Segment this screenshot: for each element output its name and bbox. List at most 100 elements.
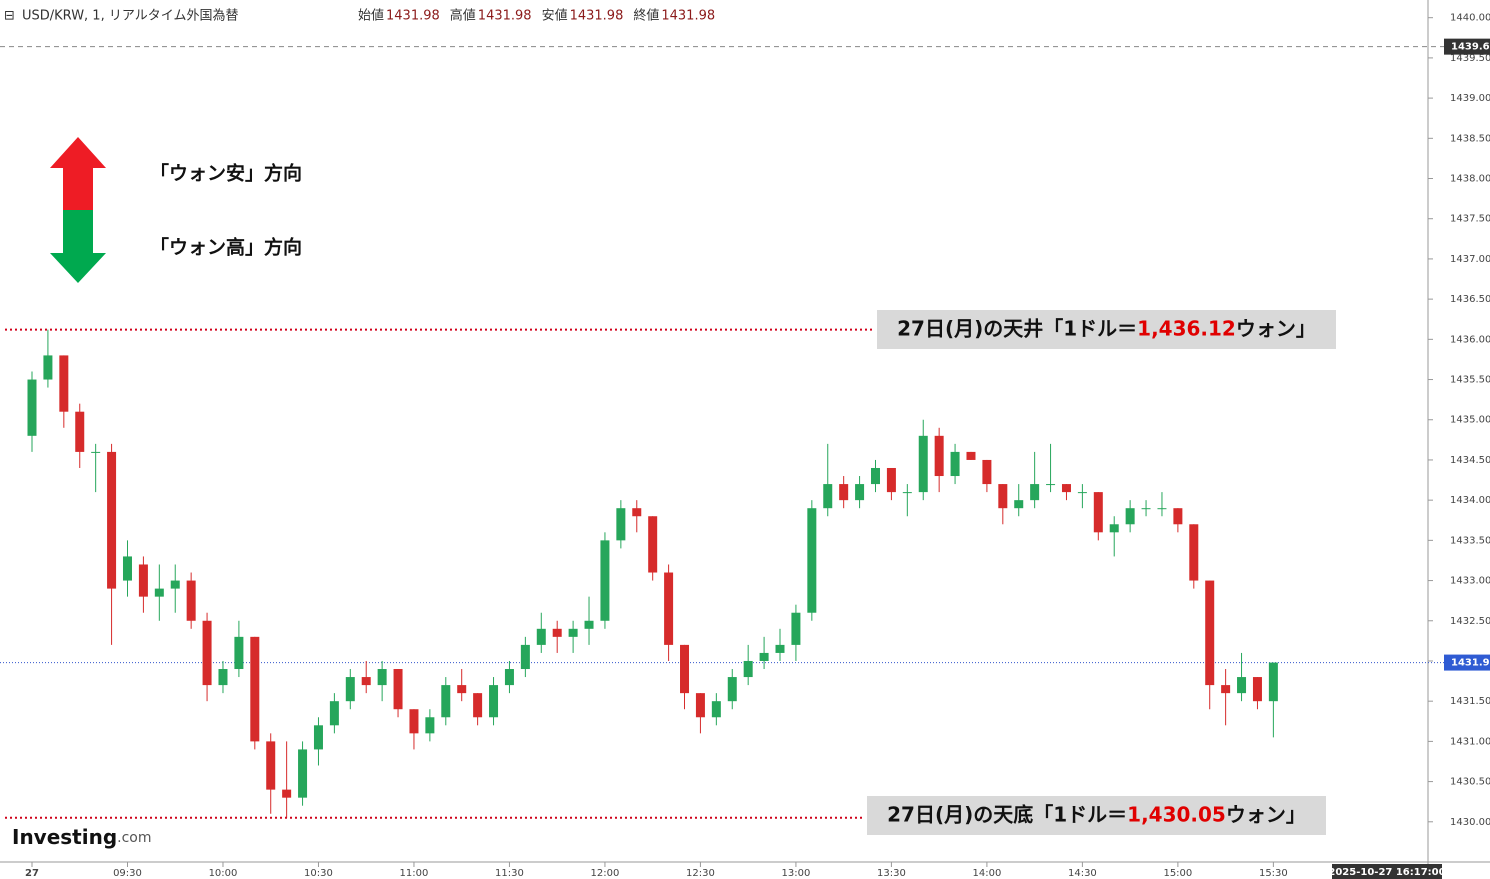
timestamp-box	[1332, 864, 1442, 879]
annotation-text: 27日(月)の天井「1ドル＝	[897, 316, 1137, 340]
candle-body	[266, 741, 276, 790]
header-label: 始値	[358, 8, 384, 24]
candle-body	[966, 451, 976, 460]
candle-body	[616, 508, 626, 541]
candle-body	[1189, 524, 1199, 581]
candle-body	[409, 709, 419, 734]
x-tick-label: 14:00	[972, 868, 1001, 879]
candle-body	[298, 749, 308, 798]
candle-body	[711, 701, 721, 718]
candle-body	[313, 725, 323, 750]
candle-body	[791, 612, 801, 645]
x-tick-label: 13:00	[782, 868, 811, 879]
y-tick-label: 1438.00	[1450, 174, 1490, 185]
y-tick-label: 1437.50	[1450, 214, 1490, 225]
y-tick-label: 1434.50	[1450, 455, 1490, 466]
y-tick-label: 1433.00	[1450, 576, 1490, 587]
candle-body	[743, 660, 753, 678]
candle-body	[870, 467, 880, 485]
y-tick-label: 1431.50	[1450, 696, 1490, 707]
header-value: 1431.98	[478, 9, 532, 24]
candle-body	[695, 693, 705, 718]
candle-body	[536, 628, 546, 645]
chart-title: USD/KRW, 1, リアルタイム外国為替	[22, 8, 238, 24]
candle-body	[1077, 492, 1087, 494]
candle-body	[329, 701, 339, 726]
candle-body	[1173, 508, 1183, 525]
candle-body	[950, 451, 960, 477]
candle-body	[59, 355, 69, 412]
candle-body	[664, 572, 674, 645]
candle-body	[1141, 508, 1151, 510]
logo-suffix: .com	[117, 830, 151, 846]
candle-body	[457, 685, 467, 694]
candle-body	[902, 492, 912, 494]
y-tick-label: 1434.00	[1450, 495, 1490, 506]
candle-body	[759, 652, 769, 661]
candle-body	[186, 580, 196, 621]
y-tick-label: 1439.50	[1450, 53, 1490, 64]
candle-body	[1268, 662, 1278, 702]
x-tick-label: 12:00	[591, 868, 620, 879]
candle-body	[886, 467, 896, 493]
candle-body	[823, 484, 833, 509]
timestamp: 2025-10-27 16:17:00	[1328, 867, 1445, 878]
header-label: 高値	[450, 8, 476, 24]
annotation: 27日(月)の天井「1ドル＝1,436.12ウォン」	[897, 316, 1316, 340]
logo-name: Investing	[12, 825, 117, 849]
candle-body	[1252, 677, 1262, 702]
candle-body	[425, 717, 435, 734]
header-value: 1431.98	[661, 9, 715, 24]
y-tick-label: 1436.00	[1450, 334, 1490, 345]
y-tick-label: 1433.50	[1450, 535, 1490, 546]
header-icon: ⊟	[4, 9, 15, 24]
candle-body	[1061, 484, 1071, 493]
candle-body	[393, 669, 403, 710]
legend-up: 「ウォン安」方向	[150, 162, 302, 185]
y-tick-label: 1431.00	[1450, 736, 1490, 747]
candle-body	[855, 484, 865, 501]
annotation-box	[877, 310, 1336, 349]
candle-body	[202, 620, 212, 686]
header-value: 1431.98	[570, 9, 624, 24]
candle-body	[600, 540, 610, 621]
candle-body	[1046, 484, 1056, 486]
x-tick-label: 14:30	[1068, 868, 1097, 879]
last-price-box	[1444, 654, 1490, 671]
x-tick-label: 12:30	[686, 868, 715, 879]
x-tick-label: 10:00	[209, 868, 238, 879]
candle-body	[282, 789, 292, 798]
y-tick-label: 1440.00	[1450, 13, 1490, 24]
direction-legend: 「ウォン安」方向 「ウォン高」方向	[50, 137, 302, 283]
annotation-text: 27日(月)の天底「1ドル＝	[887, 802, 1127, 826]
y-tick-label: 1439.00	[1450, 93, 1490, 104]
x-tick-label: 11:00	[400, 868, 429, 879]
candle-body	[43, 355, 53, 380]
candle-body	[154, 588, 164, 597]
candle-body	[234, 636, 244, 670]
header-label: 終値	[633, 8, 659, 24]
candle-body	[934, 435, 944, 477]
annotation-value: 1,430.05	[1127, 802, 1226, 826]
candle-body	[138, 564, 148, 597]
candle-body	[584, 620, 594, 629]
crosshair-box	[1444, 38, 1490, 55]
crosshair-label: 1439.64	[1451, 42, 1490, 53]
candle-body	[520, 644, 530, 670]
y-tick-label: 1435.50	[1450, 375, 1490, 386]
candle-body	[775, 644, 785, 653]
candle-body	[218, 669, 228, 686]
logo: Investing.com	[12, 825, 152, 849]
x-tick-label: 09:30	[113, 868, 142, 879]
candle-body	[107, 451, 117, 589]
candle-body	[441, 685, 451, 718]
x-tick-label: 11:30	[495, 868, 524, 879]
legend-down: 「ウォン高」方向	[150, 236, 302, 259]
candle-body	[1157, 508, 1167, 510]
x-tick-label: 15:30	[1259, 868, 1288, 879]
candle-body	[473, 693, 483, 718]
candle-body	[982, 459, 992, 485]
y-tick-label: 1435.00	[1450, 415, 1490, 426]
